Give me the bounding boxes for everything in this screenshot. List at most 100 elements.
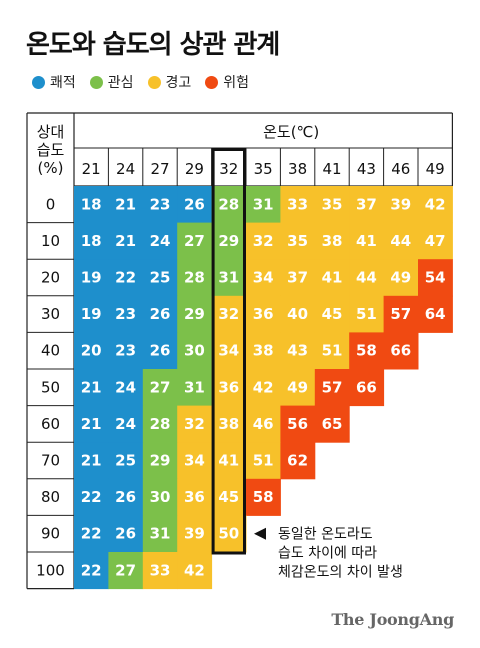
heat-cell: [418, 259, 453, 297]
heat-cell-value: 20: [81, 342, 102, 360]
heat-cell: [142, 405, 178, 443]
heat-cell: [177, 552, 213, 590]
heat-cell-value: 66: [356, 378, 377, 396]
heat-cell: [246, 259, 281, 297]
heat-cell-value: 31: [184, 378, 205, 396]
heat-cell-value: 22: [115, 269, 136, 287]
heat-cell: [246, 405, 281, 443]
heat-cell-value: 37: [287, 269, 308, 287]
heat-cell-value: 42: [253, 378, 274, 396]
heat-cell: [280, 295, 316, 333]
heat-cell: [108, 442, 144, 480]
heat-cell: [108, 552, 144, 590]
heat-cell-value: 31: [253, 195, 274, 213]
heat-cell-value: 41: [218, 452, 239, 470]
heat-cell: [74, 332, 109, 370]
heat-cell-value: 50: [218, 525, 239, 543]
heat-cell: [142, 295, 178, 333]
heat-cell-value: 28: [184, 269, 205, 287]
col-tick-label: 46: [391, 160, 410, 178]
heat-cell: [177, 259, 213, 297]
heat-cell: [211, 442, 247, 480]
heat-cell: [74, 186, 109, 224]
col-tick-label: 29: [185, 160, 204, 178]
heat-cell-value: 47: [425, 232, 446, 250]
legend-label-caution: 관심: [107, 75, 134, 91]
heat-cell-value: 56: [287, 415, 308, 433]
heat-cell-value: 39: [184, 525, 205, 543]
heat-cell-value: 51: [322, 342, 343, 360]
heat-cell: [108, 259, 144, 297]
row-tick-label: 0: [46, 195, 56, 213]
heat-cell: [246, 332, 281, 370]
heat-cell-value: 65: [322, 415, 343, 433]
heat-cell-value: 49: [390, 269, 411, 287]
heat-cell-value: 19: [81, 269, 102, 287]
heat-cell: [314, 222, 350, 260]
heat-cell-value: 23: [115, 342, 136, 360]
heat-cell-value: 46: [253, 415, 274, 433]
heat-cell: [211, 405, 247, 443]
row-tick-label: 70: [41, 452, 60, 470]
heat-cell: [314, 369, 350, 407]
heat-cell: [108, 478, 144, 516]
heat-cell-value: 43: [287, 342, 308, 360]
heat-cell-value: 35: [287, 232, 308, 250]
heat-cell-value: 18: [81, 232, 102, 250]
heat-cell-value: 30: [150, 488, 171, 506]
legend-swatch-comfort: [32, 75, 45, 89]
heat-cell-value: 29: [218, 232, 239, 250]
heat-cell-value: 36: [253, 305, 274, 323]
heat-cell-value: 38: [253, 342, 274, 360]
heat-cell-value: 26: [150, 305, 171, 323]
legend-item-danger: 위험: [205, 72, 249, 92]
heat-cell-value: 25: [115, 452, 136, 470]
heat-cell-value: 58: [253, 488, 274, 506]
heat-cell: [246, 222, 281, 260]
heat-cell: [280, 259, 316, 297]
row-tick-label: 100: [36, 561, 65, 579]
heat-cell: [108, 186, 144, 224]
col-header-title: 온도(℃): [263, 123, 319, 141]
heat-cell-value: 18: [81, 195, 102, 213]
heat-cell-value: 44: [390, 232, 411, 250]
heat-cell: [280, 442, 316, 480]
heat-cell-value: 34: [218, 342, 239, 360]
heat-cell: [74, 405, 109, 443]
heat-cell-value: 36: [218, 378, 239, 396]
heat-cell: [383, 186, 419, 224]
heat-cell: [142, 478, 178, 516]
heat-cell: [418, 186, 453, 224]
heat-cell-value: 29: [184, 305, 205, 323]
row-tick-label: 80: [41, 488, 60, 506]
heat-cell-value: 21: [81, 378, 102, 396]
heat-cell: [349, 369, 385, 407]
heat-cell: [177, 442, 213, 480]
heat-cell: [142, 259, 178, 297]
heat-cell: [211, 515, 247, 553]
heat-cell-value: 39: [390, 195, 411, 213]
heat-cell: [349, 295, 385, 333]
heat-cell-value: 23: [115, 305, 136, 323]
heat-cell: [177, 186, 213, 224]
heat-cell: [383, 222, 419, 260]
heat-cell-value: 24: [115, 415, 136, 433]
col-tick-label: 38: [288, 160, 307, 178]
heat-cell-value: 41: [322, 269, 343, 287]
heat-cell-value: 51: [356, 305, 377, 323]
heat-cell-value: 34: [253, 269, 274, 287]
heat-cell-value: 41: [356, 232, 377, 250]
annotation-text: 체감온도의 차이 발생: [278, 565, 403, 581]
highlight-column-box: [211, 148, 247, 555]
heat-cell: [211, 186, 247, 224]
heat-cell: [74, 295, 109, 333]
heat-cell-value: 21: [115, 232, 136, 250]
col-tick-label: 49: [426, 160, 445, 178]
heat-cell: [74, 515, 109, 553]
heat-cell-value: 45: [218, 488, 239, 506]
heat-cell-value: 25: [150, 269, 171, 287]
heat-cell-value: 23: [150, 195, 171, 213]
heat-cell-value: 27: [184, 232, 205, 250]
heat-cell-value: 19: [81, 305, 102, 323]
heat-cell: [314, 295, 350, 333]
